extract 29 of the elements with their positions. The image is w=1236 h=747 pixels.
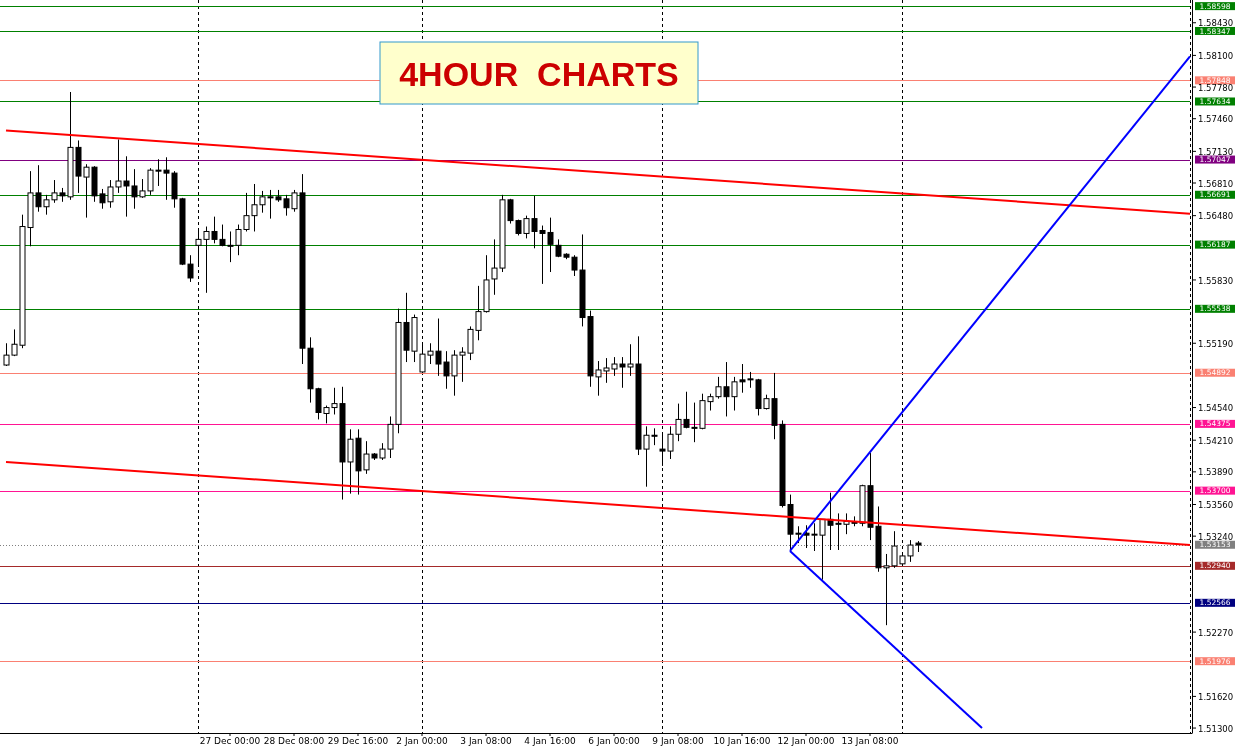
y-tick-label: 1.56810 (1198, 178, 1234, 189)
y-tick-label: 1.57460 (1198, 114, 1234, 125)
y-tick-label: 1.55190 (1198, 338, 1234, 349)
y-tick-label: 1.54540 (1198, 403, 1234, 414)
y-tick-label: 1.53890 (1198, 467, 1234, 478)
y-tick-label: 1.51620 (1198, 691, 1234, 702)
x-tick-label: 10 Jan 16:00 (713, 736, 771, 746)
x-tick-label: 3 Jan 08:00 (460, 736, 512, 746)
y-tick-label: 1.57780 (1198, 82, 1234, 93)
y-tick-label: 1.58430 (1198, 18, 1234, 29)
y-tick-label: 1.51300 (1198, 723, 1234, 734)
y-tick-label: 1.58100 (1198, 50, 1234, 61)
y-tick-label: 1.56480 (1198, 211, 1234, 222)
x-tick-label: 28 Dec 08:00 (263, 736, 325, 746)
y-tick-label: 1.57130 (1198, 146, 1234, 157)
x-tick-label: 4 Jan 16:00 (524, 736, 576, 746)
x-tick-label: 29 Dec 16:00 (327, 736, 389, 746)
text: 4HOUR CHARTS (399, 55, 679, 93)
x-tick-label: 13 Jan 08:00 (841, 736, 899, 746)
x-tick-label: 6 Jan 00:00 (588, 736, 640, 746)
y-tick-label: 1.55830 (1198, 275, 1234, 286)
y-tick-label: 1.53560 (1198, 500, 1234, 511)
y-tick-label: 1.52270 (1198, 627, 1234, 638)
x-tick-label: 12 Jan 00:00 (777, 736, 835, 746)
x-tick-label: 2 Jan 00:00 (396, 736, 448, 746)
y-tick-label: 1.54210 (1198, 435, 1234, 446)
y-tick-label: 1.53240 (1198, 531, 1234, 542)
x-tick-label: 9 Jan 08:00 (652, 736, 704, 746)
x-tick-label: 27 Dec 00:00 (199, 736, 261, 746)
